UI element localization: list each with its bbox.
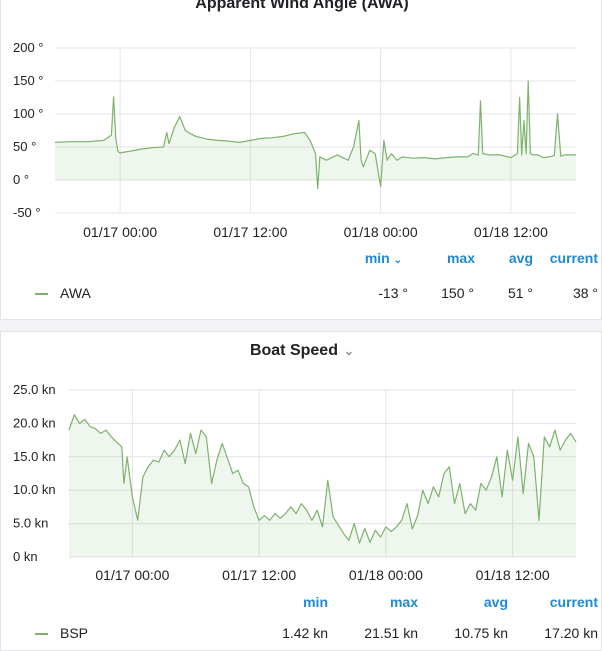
awa-max-value: 150 °: [441, 285, 474, 301]
chevron-down-icon: ⌄: [393, 255, 402, 266]
awa-x-tick-label: 01/18 12:00: [474, 224, 548, 240]
awa-y-tick-label: 50 °: [13, 139, 36, 154]
awa-y-tick-label: -50 °: [13, 205, 41, 220]
bsp-series-line: [68, 414, 577, 544]
bsp-legend-max-header[interactable]: max: [389, 594, 418, 610]
awa-avg-value: 51 °: [507, 285, 533, 301]
bsp-series-area: [69, 414, 576, 557]
awa-legend-avg-header[interactable]: avg: [508, 250, 533, 266]
awa-legend-current-header[interactable]: current: [549, 250, 598, 266]
awa-x-tick-label: 01/17 12:00: [213, 224, 287, 240]
bsp-legend-series-name[interactable]: BSP: [60, 625, 89, 641]
awa-title-text: Apparent Wind Angle (AWA): [195, 0, 409, 12]
bsp-avg-value: 10.75 kn: [454, 625, 508, 641]
bsp-y-tick-label: 0 kn: [13, 549, 38, 564]
awa-legend-min-header[interactable]: min ⌄: [342, 250, 402, 266]
bsp-panel-title[interactable]: Boat Speed ⌄: [1, 342, 602, 360]
bsp-x-tick-label: 01/17 00:00: [95, 567, 169, 583]
chevron-down-icon[interactable]: ⌄: [343, 344, 355, 358]
bsp-y-tick-label: 25.0 kn: [13, 382, 56, 397]
bsp-max-value: 21.51 kn: [364, 625, 418, 641]
awa-min-value: -13 °: [378, 285, 408, 301]
awa-legend-series-name[interactable]: AWA: [60, 285, 91, 301]
awa-y-tick-label: 100 °: [13, 106, 44, 121]
awa-series-line: [54, 80, 576, 190]
bsp-legend-swatch: [35, 633, 48, 635]
bsp-x-tick-label: 01/17 12:00: [222, 567, 296, 583]
bsp-legend-current-header[interactable]: current: [549, 594, 598, 610]
awa-legend: min ⌄ max avg current AWA -13 ° 150 ° 51…: [0, 250, 602, 310]
awa-x-tick-label: 01/18 00:00: [344, 224, 418, 240]
bsp-legend-avg-header[interactable]: avg: [483, 594, 508, 610]
bsp-current-value: 17.20 kn: [544, 625, 598, 641]
bsp-x-tick-label: 01/18 12:00: [476, 567, 550, 583]
bsp-panel: Boat Speed ⌄ 25.0 kn 20.0 kn 15.0 kn 10.0 kn…: [0, 331, 602, 651]
bsp-y-tick-label: 20.0 kn: [13, 415, 56, 430]
bsp-x-tick-label: 01/18 00:00: [349, 567, 423, 583]
bsp-y-tick-label: 10.0 kn: [13, 482, 56, 497]
awa-current-value: 38 °: [572, 285, 598, 301]
bsp-y-tick-label: 15.0 kn: [13, 449, 56, 464]
awa-x-tick-label: 01/17 00:00: [83, 224, 157, 240]
bsp-y-tick-label: 5.0 kn: [13, 516, 48, 531]
awa-legend-max-header[interactable]: max: [446, 250, 475, 266]
awa-y-tick-label: 150 °: [13, 73, 44, 88]
bsp-min-value: 1.42 kn: [282, 625, 328, 641]
bsp-title-text: Boat Speed: [249, 342, 338, 359]
awa-min-label: min: [364, 250, 390, 266]
awa-panel: Apparent Wind Angle (AWA) 200 ° 150 ° 100 …: [0, 0, 602, 320]
awa-panel-title[interactable]: Apparent Wind Angle (AWA): [1, 0, 602, 13]
bsp-legend-min-header[interactable]: min: [303, 594, 328, 610]
awa-series-area: [55, 81, 576, 189]
bsp-legend: min max avg current BSP 1.42 kn 21.51 kn…: [0, 594, 602, 641]
awa-y-tick-label: 0 °: [13, 172, 29, 187]
awa-chart: 200 ° 150 ° 100 ° 50 ° 0 ° -50 ° 01/17 00:00 01…: [13, 40, 576, 240]
awa-y-tick-label: 200 °: [13, 40, 44, 55]
bsp-chart: 25.0 kn 20.0 kn 15.0 kn 10.0 kn 5.0 kn 0 kn 01…: [13, 382, 577, 583]
awa-legend-swatch: [35, 293, 48, 295]
